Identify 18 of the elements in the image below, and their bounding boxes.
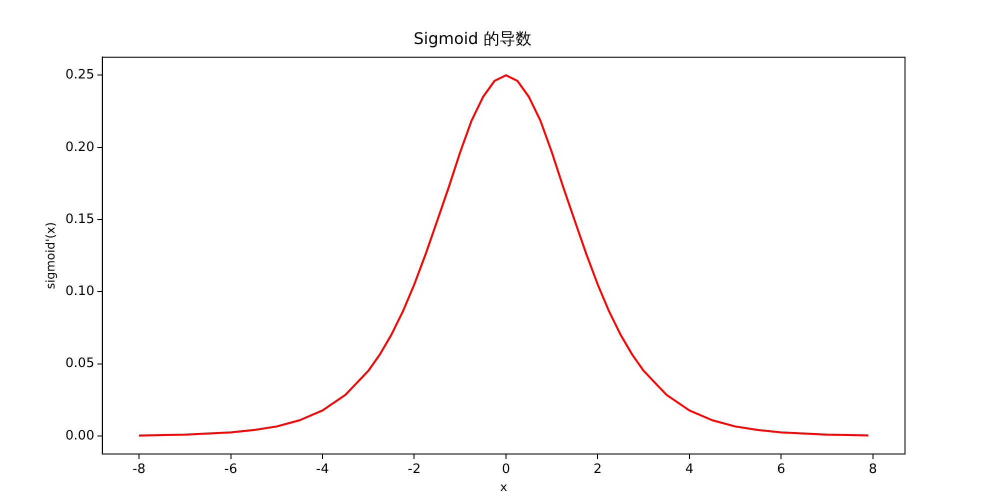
x-tick-label: -6 [224, 462, 238, 478]
y-axis-title: sigmoid'(x) [43, 222, 58, 290]
x-tick-label: -4 [316, 462, 329, 478]
y-tick-label: 0.00 [65, 428, 94, 444]
y-tick-label: 0.15 [65, 212, 94, 227]
x-tick-label: -8 [132, 462, 146, 478]
x-axis-title: x [500, 480, 508, 494]
y-tick-label: 0.25 [65, 68, 94, 83]
x-tick-label: 4 [685, 462, 694, 478]
x-tick-label: -2 [408, 462, 421, 478]
y-tick-label: 0.20 [65, 140, 94, 155]
x-tick-label: 8 [868, 462, 878, 478]
chart-title: Sigmoid 的导数 [414, 28, 532, 48]
y-tick-label: 0.10 [65, 284, 94, 300]
y-tick-label: 0.05 [65, 356, 94, 372]
x-tick-label: 2 [594, 462, 602, 478]
x-tick-label: 0 [502, 462, 510, 478]
x-tick-label: 6 [777, 462, 786, 478]
